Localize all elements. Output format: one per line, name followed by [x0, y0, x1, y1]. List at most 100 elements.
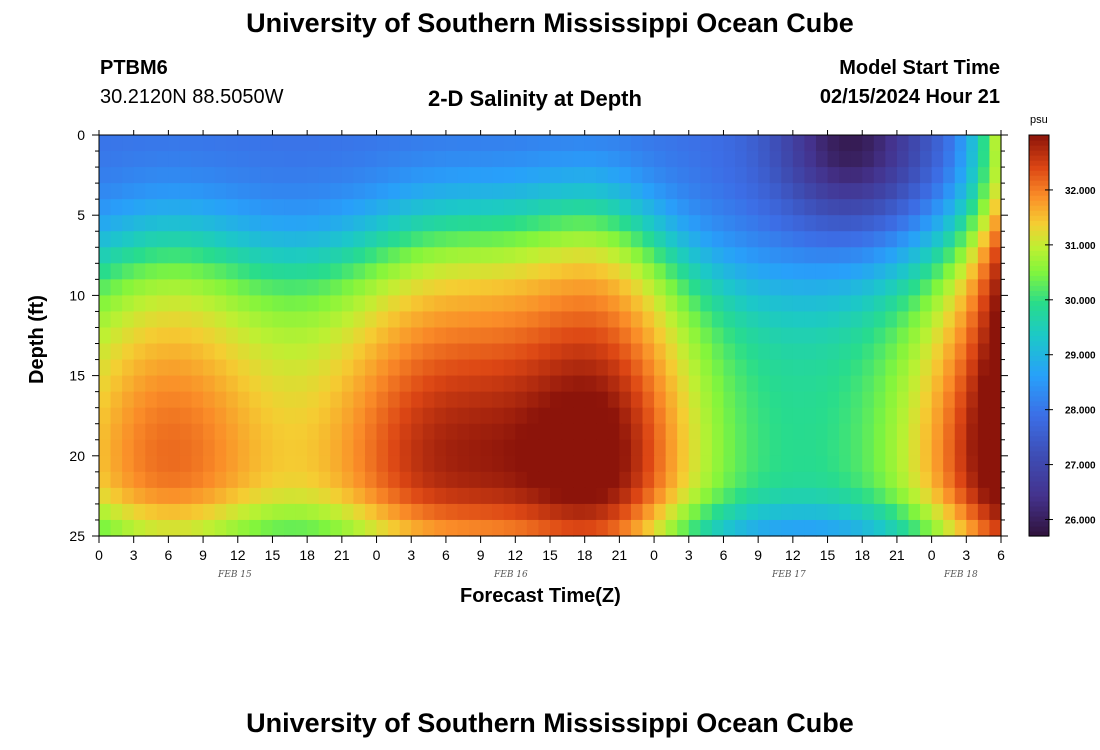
heatmap-cell [862, 471, 875, 489]
heatmap-cell [503, 471, 516, 489]
heatmap-cell [781, 295, 794, 313]
heatmap-cell [966, 151, 979, 168]
heatmap-cell [966, 247, 979, 264]
heatmap-cell [792, 231, 806, 248]
heatmap-cell [237, 487, 250, 505]
heatmap-cell [677, 471, 690, 489]
heatmap-cell [665, 519, 678, 537]
heatmap-cell [827, 295, 840, 313]
heatmap-cell [503, 247, 516, 264]
heatmap-cell [781, 151, 794, 168]
heatmap-cell [815, 391, 829, 409]
heatmap-cell [469, 503, 482, 521]
heatmap-cell [688, 215, 701, 232]
heatmap-cell [654, 183, 667, 200]
heatmap-cell [538, 215, 551, 232]
heatmap-cell [307, 343, 320, 361]
heatmap-cell [434, 279, 447, 296]
heatmap-cell [573, 215, 586, 232]
colorbar-segment [1029, 225, 1049, 231]
heatmap-cell [411, 263, 424, 280]
heatmap-cell [226, 503, 239, 521]
heatmap-cell [619, 439, 632, 457]
heatmap-cell [607, 151, 620, 168]
heatmap-cell [815, 247, 829, 264]
heatmap-cell [839, 263, 852, 280]
heatmap-cell [422, 279, 435, 296]
heatmap-cell [179, 439, 193, 457]
heatmap-cell [700, 295, 713, 313]
heatmap-cell [376, 423, 389, 441]
heatmap-cell [295, 199, 308, 216]
heatmap-cell [584, 327, 597, 345]
heatmap-cell [584, 183, 597, 200]
date-label-feb17: FEB 17 [772, 570, 806, 580]
heatmap-cell [353, 183, 366, 200]
heatmap-cell [677, 439, 690, 457]
heatmap-cell [422, 151, 435, 168]
heatmap-cell [723, 391, 736, 409]
heatmap-cell [434, 391, 447, 409]
heatmap-cell [307, 183, 320, 200]
x-tick-label: 12 [508, 547, 524, 563]
heatmap-cell [237, 327, 250, 345]
heatmap-cell [503, 423, 516, 441]
heatmap-cell [839, 343, 852, 361]
heatmap-cell [445, 519, 459, 537]
heatmap-cell [920, 295, 933, 313]
heatmap-cell [260, 455, 274, 473]
heatmap-cell [260, 151, 274, 168]
heatmap-cell [492, 199, 505, 216]
x-tick-label: 3 [962, 547, 970, 563]
heatmap-cell [827, 423, 840, 441]
heatmap-cell [908, 487, 921, 505]
heatmap-cell [677, 183, 690, 200]
heatmap-cell [99, 391, 112, 409]
heatmap-cell [700, 247, 713, 264]
heatmap-cell [179, 199, 193, 216]
colorbar-segment [1029, 365, 1049, 372]
heatmap-cell [966, 407, 979, 425]
heatmap-cell [538, 311, 551, 329]
heatmap-cell [920, 167, 933, 184]
heatmap-cell [584, 231, 597, 248]
heatmap-cell [943, 263, 956, 280]
heatmap-cell [781, 391, 794, 409]
heatmap-cell [538, 487, 551, 505]
heatmap-cell [307, 327, 320, 345]
heatmap-cell [260, 407, 274, 425]
heatmap-cell [966, 471, 979, 489]
heatmap-cell [237, 215, 250, 232]
heatmap-cell [480, 439, 493, 457]
heatmap-cell [284, 519, 297, 537]
heatmap-cell [642, 487, 655, 505]
heatmap-cell [677, 247, 690, 264]
heatmap-cell [746, 279, 759, 296]
heatmap-cell [885, 343, 898, 361]
heatmap-cell [654, 135, 667, 152]
heatmap-cell [376, 407, 389, 425]
heatmap-cell [122, 231, 135, 248]
heatmap-cell [862, 439, 875, 457]
heatmap-cell [989, 135, 1002, 152]
heatmap-cell [977, 231, 991, 248]
heatmap-cell [249, 423, 262, 441]
heatmap-cell [295, 247, 308, 264]
heatmap-cell [943, 343, 956, 361]
heatmap-cell [411, 455, 424, 473]
heatmap-cell [168, 295, 181, 313]
colorbar-segment [1029, 330, 1049, 337]
heatmap-cell [688, 183, 701, 200]
heatmap-cell [908, 503, 921, 521]
heatmap-cell [480, 327, 493, 345]
heatmap-cell [827, 471, 840, 489]
heatmap-cell [746, 151, 759, 168]
heatmap-cell [943, 279, 956, 296]
heatmap-cell [341, 183, 355, 200]
x-tick-label: 9 [199, 547, 207, 563]
heatmap-cell [480, 455, 493, 473]
heatmap-cell [168, 391, 181, 409]
heatmap-cell [179, 471, 193, 489]
heatmap-cell [503, 327, 516, 345]
heatmap-cell [561, 311, 574, 329]
